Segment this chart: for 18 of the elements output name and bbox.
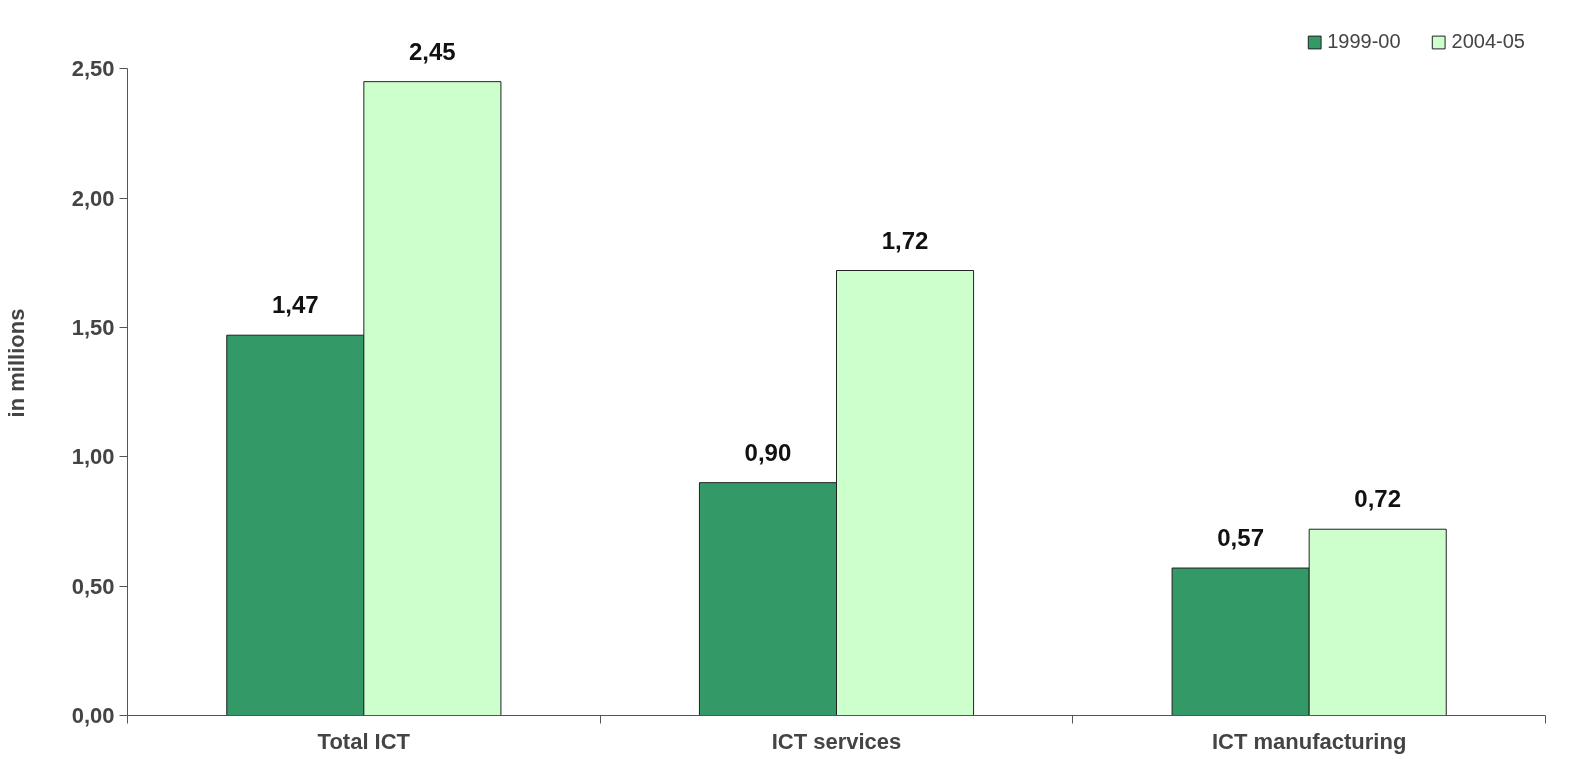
y-tick-label: 0,00 [71, 703, 115, 728]
y-tick-label: 1,50 [71, 314, 115, 340]
data-label: 0,57 [1217, 524, 1264, 552]
data-label: 1,47 [271, 291, 319, 319]
data-label: 0,90 [744, 438, 792, 466]
data-label: 2,45 [409, 37, 456, 65]
y-tick-label: 0,50 [71, 573, 115, 599]
x-tick-label: ICT services [771, 728, 902, 754]
data-label: 0,72 [1354, 485, 1402, 513]
legend-label: 2004-05 [1451, 30, 1525, 53]
x-tick-label: Total ICT [317, 728, 411, 754]
y-tick-label: 2,50 [71, 56, 115, 82]
y-tick-label: 2,00 [71, 185, 115, 211]
y-axis-title: in millions [3, 308, 29, 418]
data-label: 1,72 [881, 226, 929, 254]
y-tick-label: 1,00 [71, 444, 115, 470]
x-tick-label: ICT manufacturing [1212, 728, 1407, 754]
legend-label: 1999-00 [1327, 30, 1401, 53]
